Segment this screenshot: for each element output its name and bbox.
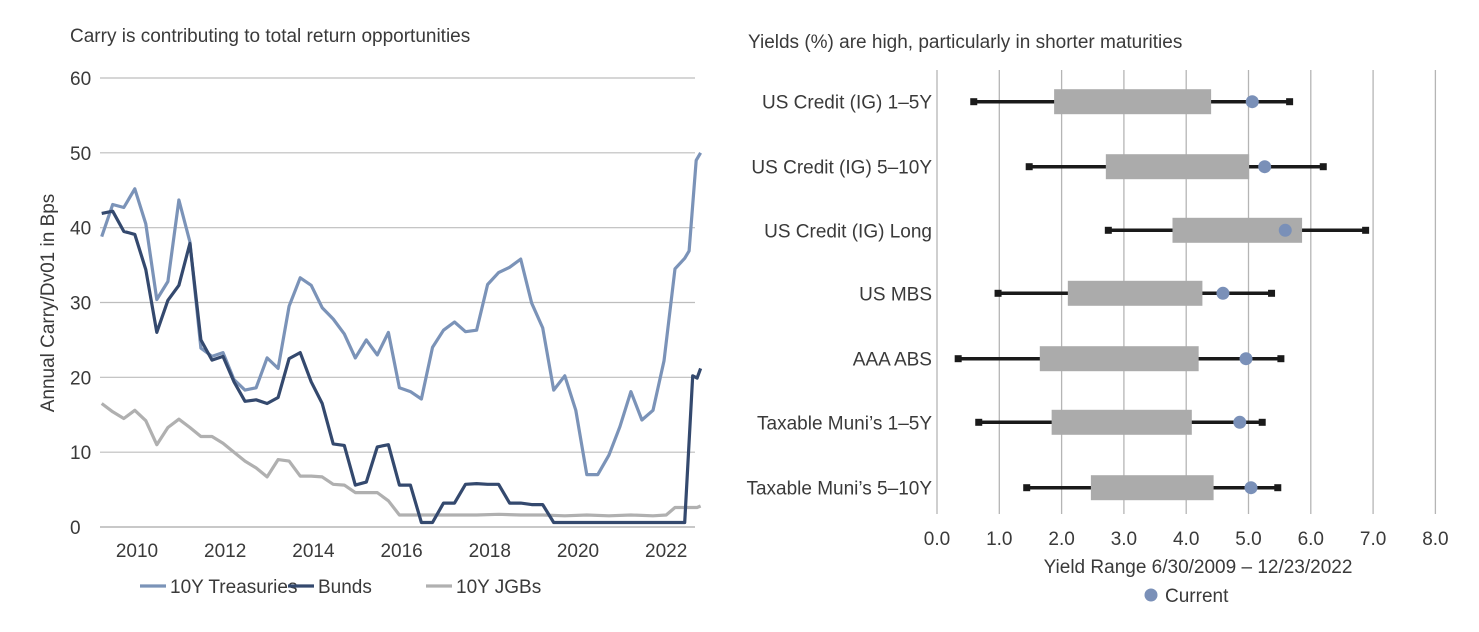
range-box: [1051, 409, 1192, 435]
range-box: [1105, 154, 1250, 180]
x-axis-title: Yield Range 6/30/2009 – 12/23/2022: [1044, 557, 1353, 578]
x-tick-label: 2020: [557, 541, 599, 562]
legend-item: Bunds: [288, 577, 372, 598]
legend-label: Current: [1165, 586, 1229, 607]
legend-item: Current: [1144, 586, 1229, 607]
category-label: Taxable Muni’s 1–5Y: [757, 413, 932, 434]
y-tick-label: 60: [70, 69, 91, 90]
x-tick-label: 4.0: [1173, 529, 1199, 550]
x-tick-label: 2016: [380, 541, 422, 562]
current-marker: [1258, 160, 1272, 174]
category-label: AAA ABS: [853, 350, 932, 371]
x-tick-label: 1.0: [986, 529, 1012, 550]
current-marker: [1216, 286, 1230, 300]
y-tick-label: 40: [70, 219, 91, 240]
whisker-max-cap: [1362, 226, 1370, 234]
whisker-min-cap: [975, 418, 983, 426]
line-chart: Carry is contributing to total return op…: [38, 26, 703, 598]
range-box: [1039, 346, 1199, 372]
y-tick-label: 0: [70, 518, 81, 539]
whisker-max-cap: [1258, 418, 1266, 426]
legend-item: 10Y Treasuries: [140, 577, 297, 598]
whisker-min-cap: [1023, 484, 1031, 492]
range-chart: Yields (%) are high, particularly in sho…: [746, 32, 1448, 607]
whisker-min-cap: [994, 289, 1002, 297]
y-axis-title: Annual Carry/Dv01 in Bps: [38, 194, 59, 413]
range-row: AAA ABS: [853, 346, 1285, 372]
x-tick-label: 2.0: [1048, 529, 1074, 550]
whisker-min-cap: [954, 355, 962, 363]
chart-title: Yields (%) are high, particularly in sho…: [748, 32, 1182, 53]
x-tick-label: 3.0: [1111, 529, 1137, 550]
current-marker: [1245, 95, 1259, 109]
category-label: US Credit (IG) 5–10Y: [751, 158, 932, 179]
whisker-max-cap: [1319, 163, 1327, 171]
range-box: [1090, 475, 1214, 501]
y-tick-label: 50: [70, 144, 91, 165]
series-line-10y-jgbs: [100, 402, 702, 518]
range-row: Taxable Muni’s 1–5Y: [757, 409, 1266, 435]
legend-label: 10Y JGBs: [456, 577, 541, 598]
range-box: [1054, 89, 1212, 115]
range-box: [1067, 280, 1203, 306]
range-row: US Credit (IG) 1–5Y: [762, 89, 1294, 115]
x-tick-label: 7.0: [1360, 529, 1386, 550]
y-tick-label: 20: [70, 368, 91, 389]
x-tick-label: 2022: [645, 541, 687, 562]
legend-label: Bunds: [318, 577, 372, 598]
current-marker: [1244, 481, 1258, 495]
y-tick-label: 30: [70, 294, 91, 315]
current-marker: [1239, 352, 1253, 366]
legend-item: 10Y JGBs: [426, 577, 541, 598]
chart-title: Carry is contributing to total return op…: [70, 26, 470, 47]
x-tick-label: 2010: [116, 541, 158, 562]
current-marker: [1278, 223, 1292, 237]
x-tick-label: 8.0: [1422, 529, 1448, 550]
series-line-bunds: [101, 209, 703, 525]
x-tick-label: 0.0: [924, 529, 950, 550]
x-tick-label: 2018: [469, 541, 511, 562]
whisker-max-cap: [1277, 355, 1285, 363]
whisker-max-cap: [1286, 98, 1294, 106]
whisker-max-cap: [1268, 289, 1276, 297]
whisker-min-cap: [1104, 226, 1112, 234]
category-label: US MBS: [859, 284, 932, 305]
range-row: US Credit (IG) Long: [764, 217, 1370, 243]
x-tick-label: 5.0: [1235, 529, 1261, 550]
category-label: Taxable Muni’s 5–10Y: [746, 479, 932, 500]
whisker-min-cap: [970, 98, 978, 106]
legend-marker-current: [1144, 588, 1158, 602]
whisker-max-cap: [1274, 484, 1282, 492]
series-line-10y-treasuries: [100, 151, 702, 477]
range-row: US Credit (IG) 5–10Y: [751, 154, 1327, 180]
range-row: US MBS: [859, 280, 1276, 306]
legend-label: 10Y Treasuries: [170, 577, 297, 598]
category-label: US Credit (IG) 1–5Y: [762, 93, 932, 114]
x-tick-label: 6.0: [1298, 529, 1324, 550]
x-tick-label: 2014: [292, 541, 335, 562]
y-tick-label: 10: [70, 443, 91, 464]
category-label: US Credit (IG) Long: [764, 221, 932, 242]
current-marker: [1233, 415, 1247, 429]
x-tick-label: 2012: [204, 541, 246, 562]
range-row: Taxable Muni’s 5–10Y: [746, 475, 1282, 501]
whisker-min-cap: [1025, 163, 1033, 171]
